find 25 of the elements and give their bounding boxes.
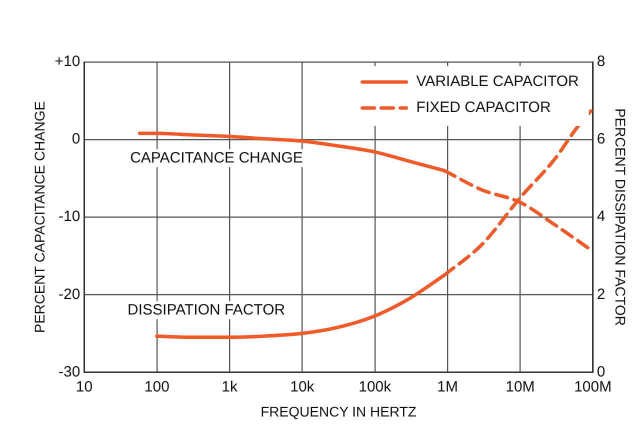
y2-tick-label: 6 — [596, 130, 606, 148]
y-tick-label: -10 — [58, 208, 80, 226]
y2-tick-label: 2 — [596, 286, 606, 303]
x-tick-label: 100 — [144, 378, 170, 396]
x-axis-title: FREQUENCY IN HERTZ — [260, 403, 417, 420]
x-tick-label: 1M — [437, 378, 458, 396]
y2-tick-label: 4 — [596, 208, 606, 226]
x-tick-label: 10M — [506, 378, 535, 396]
y-axis-title: PERCENT CAPACITANCE CHANGE — [31, 101, 48, 334]
annotation: DISSIPATION FACTOR — [128, 301, 286, 318]
x-tick-label: 1k — [222, 378, 238, 396]
legend-label: VARIABLE CAPACITOR — [416, 73, 580, 90]
y-tick-label: 0 — [72, 130, 80, 148]
x-tick-label: 100k — [358, 378, 392, 396]
x-tick-label: 10k — [290, 378, 315, 396]
y2-tick-label: 8 — [596, 53, 606, 70]
y-tick-label: +10 — [54, 53, 80, 70]
y2-tick-label: 0 — [596, 363, 606, 380]
annotation: CAPACITANCE CHANGE — [130, 149, 303, 166]
x-tick-label: 100M — [574, 378, 612, 396]
legend-label: FIXED CAPACITOR — [416, 99, 551, 116]
y-tick-label: -30 — [58, 363, 80, 380]
y2-axis-title: PERCENT DISSIPATION FACTOR — [612, 108, 629, 326]
x-tick-label: 10 — [76, 378, 93, 396]
y-tick-label: -20 — [58, 286, 80, 303]
